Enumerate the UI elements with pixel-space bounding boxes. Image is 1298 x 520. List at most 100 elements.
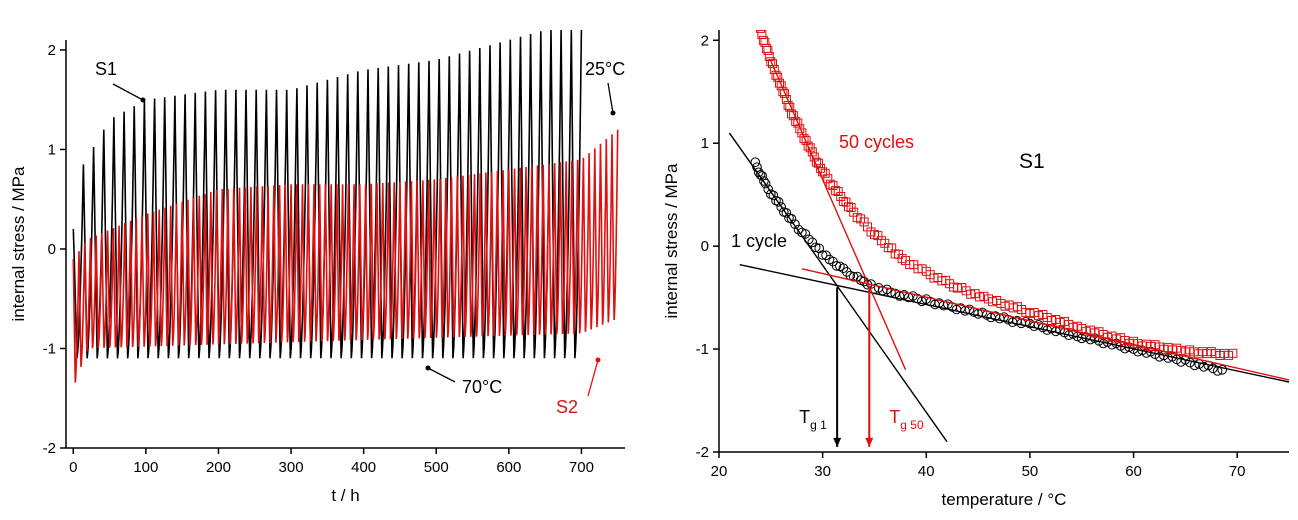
right-y-axis-label: internal stress / MPa (662, 163, 681, 318)
right-point-square (887, 243, 897, 253)
left-annotation-arrow (112, 83, 144, 101)
tg-label-main: T (889, 407, 900, 427)
right-point-circle (807, 237, 818, 248)
right-point-circle (773, 197, 784, 207)
right-point-circle (817, 250, 828, 260)
left-series-1-line (72, 129, 619, 383)
left-annotation-arrow-head (425, 365, 431, 371)
right-point-square (825, 179, 835, 189)
right-point-circle (1185, 357, 1195, 368)
right-point-circle (1199, 362, 1209, 372)
right-point-circle (831, 261, 842, 271)
left-y-tick-label: 2 (48, 42, 56, 59)
tg-label: Tg 1 (799, 407, 827, 432)
tg-label-main: T (799, 407, 810, 427)
right-point-circle (759, 176, 769, 186)
left-annotation-arrow-head (595, 357, 601, 363)
tg-label-subscript: g 1 (810, 418, 827, 432)
right-y-tick-label: 0 (701, 238, 709, 255)
right-point-square (756, 30, 765, 33)
right-point-square (1228, 348, 1238, 358)
right-point-circle (838, 263, 849, 274)
tg-arrow-head (865, 437, 874, 447)
stress-temperature-chart: 20 30 40 50 60 70 -2 -1 0 1 2 temperature / °C inter… (662, 30, 1289, 509)
right-point-circle (1217, 365, 1228, 375)
right-point-circle (1189, 360, 1200, 371)
right-annotation-label: 50 cycles (839, 132, 914, 152)
left-x-tick-label: 700 (569, 459, 594, 476)
left-y-tick-label: -2 (43, 440, 56, 457)
right-y-tick-label: 2 (701, 32, 709, 49)
right-point-square (793, 118, 803, 128)
right-point-square (870, 230, 879, 240)
right-point-square (833, 187, 843, 196)
right-point-square (844, 202, 853, 212)
right-point-circle (790, 219, 800, 229)
left-annotation-arrow-head (140, 97, 146, 103)
left-x-tick-label: 100 (133, 459, 158, 476)
right-y-tick-label: 1 (701, 135, 709, 152)
right-point-circle (908, 291, 918, 301)
left-annotation-arrow-head (610, 110, 616, 116)
right-point-square (859, 217, 869, 227)
right-plot-area (728, 30, 1289, 443)
right-x-tick-label: 50 (1022, 463, 1039, 480)
left-x-axis-label: t / h (331, 486, 359, 505)
right-point-circle (755, 170, 766, 180)
right-fit-line (801, 268, 1289, 381)
right-fit-line (770, 60, 907, 370)
left-x-tick-label: 600 (496, 459, 521, 476)
left-x-tick-label: 500 (424, 459, 449, 476)
right-point-circle (760, 178, 771, 189)
right-y-tick-label: -1 (696, 341, 709, 358)
right-x-tick-label: 40 (918, 463, 935, 480)
right-point-circle (776, 202, 786, 212)
right-point-square (780, 89, 790, 99)
right-point-square (814, 158, 823, 168)
right-point-square (820, 168, 830, 178)
right-x-tick-label: 20 (711, 463, 728, 480)
stress-time-chart: 0 100 200 300 400 500 600 700 -2 -1 0 1 2 t / h intern… (9, 29, 625, 505)
right-point-square (876, 236, 886, 246)
left-annotation-arrow (427, 367, 456, 383)
right-x-tick-label: 70 (1229, 463, 1246, 480)
left-annotation-label: 25°C (585, 59, 625, 79)
right-point-square (846, 203, 856, 212)
left-annotation-arrow (587, 359, 599, 397)
right-point-square (764, 52, 774, 61)
right-point-circle (842, 267, 852, 277)
right-point-square (838, 196, 848, 206)
left-y-tick-label: 0 (48, 241, 56, 258)
right-point-circle (810, 242, 821, 253)
tg-label: Tg 50 (889, 407, 924, 432)
left-y-axis-label: internal stress / MPa (9, 166, 28, 321)
right-x-tick-label: 30 (814, 463, 831, 480)
left-annotation-label: S1 (95, 59, 117, 79)
right-point-circle (1208, 363, 1218, 374)
right-point-square (763, 46, 773, 55)
right-annotation-label: S1 (1019, 150, 1045, 173)
right-point-circle (753, 167, 764, 178)
right-point-circle (793, 224, 804, 235)
left-x-tick-label: 200 (206, 459, 231, 476)
right-point-square (823, 174, 833, 184)
right-point-circle (768, 190, 779, 201)
right-point-circle (781, 208, 792, 218)
right-annotation-label: 1 cycle (731, 231, 787, 251)
left-y-tick-label: 1 (48, 141, 56, 158)
left-x-tick-label: 0 (69, 459, 77, 476)
right-point-square (841, 197, 851, 207)
right-point-circle (763, 184, 773, 195)
left-x-tick-label: 400 (351, 459, 376, 476)
right-point-square (773, 72, 783, 82)
right-x-axis-label: temperature / °C (942, 490, 1067, 509)
tg-label-subscript: g 50 (900, 418, 924, 432)
left-annotation-arrow (607, 82, 614, 114)
right-point-square (897, 254, 907, 264)
right-fit-line (739, 263, 1289, 383)
right-point-square (831, 186, 841, 196)
right-y-tick-label: -2 (696, 444, 709, 461)
right-point-square (768, 59, 777, 69)
right-point-square (849, 207, 859, 217)
